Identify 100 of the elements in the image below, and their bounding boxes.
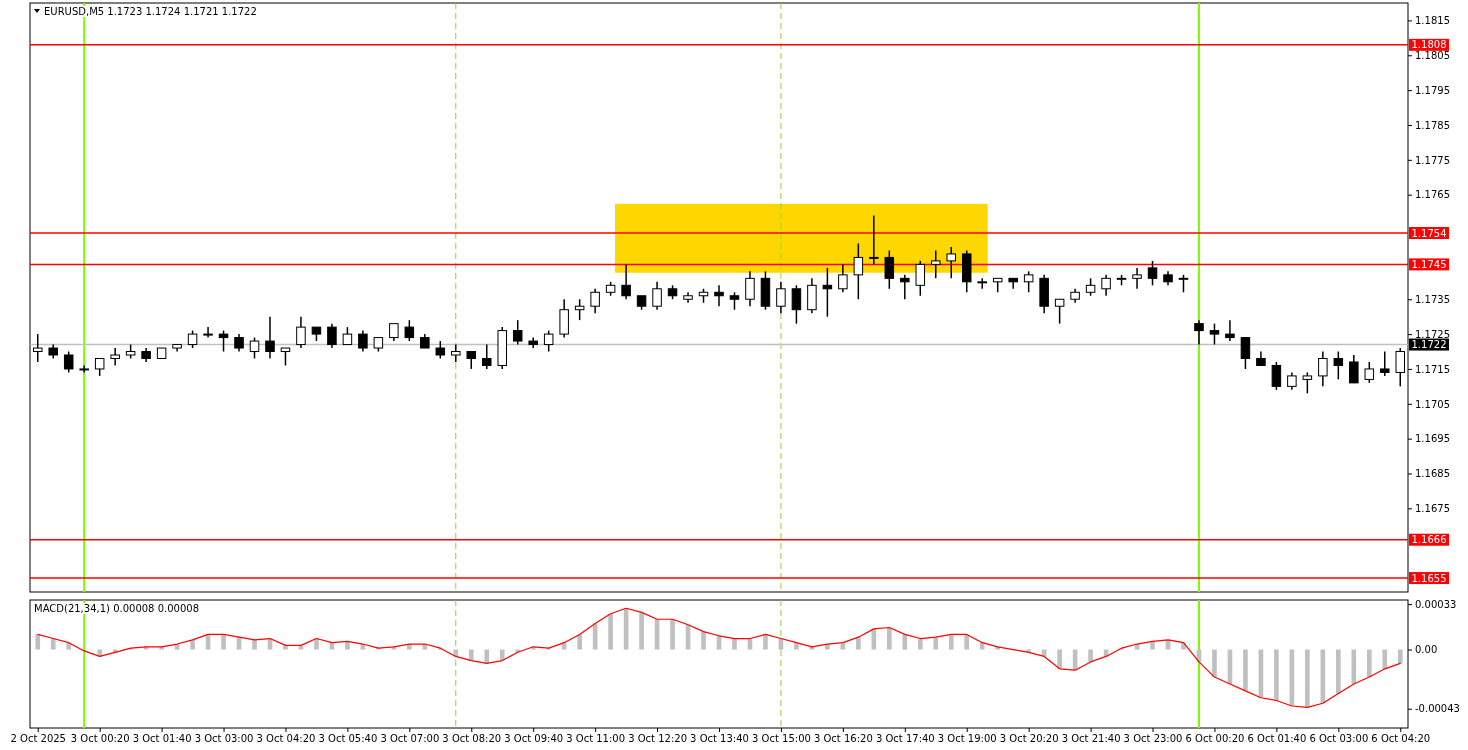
candlestick [621,263,631,300]
bar [701,631,706,650]
x-tick-label: 6 Oct 03:00 [1309,733,1369,745]
candlestick [853,242,864,300]
candlestick [822,267,833,318]
candlestick [884,249,895,290]
candlestick [265,315,275,360]
candlestick [249,336,260,360]
candlestick [512,319,523,346]
candlestick [590,288,600,314]
y-tick-label: 1.1805 [1415,49,1450,61]
bar [1243,649,1248,691]
x-tick-label: 3 Oct 03:00 [194,733,254,745]
x-tick-label: 3 Oct 21:40 [1061,733,1121,745]
y-tick-label: 1.1725 [1415,328,1450,340]
candlestick [482,343,492,370]
bar [577,634,582,650]
x-tick-label: 3 Oct 08:20 [442,733,502,745]
x-tick-label: 3 Oct 11:00 [566,733,626,745]
candlestick [714,284,724,307]
candlestick [791,284,802,325]
bar [933,637,939,650]
bar [1351,649,1357,684]
bar [1057,649,1062,669]
candlestick [1318,350,1328,388]
bar [1382,649,1388,669]
candlestick [977,277,987,290]
candlestick [63,350,74,374]
candlestick [1023,270,1034,294]
candlestick [451,343,461,363]
x-tick-label: 3 Oct 23:00 [1123,733,1183,745]
bar [1274,649,1279,701]
bar [608,613,613,650]
x-tick-label: 6 Oct 00:20 [1185,733,1245,745]
x-tick-label: 3 Oct 15:00 [752,733,811,745]
bar [639,612,644,650]
ref-line-label: 1.1666 [1411,534,1447,546]
candlestick [32,333,43,363]
x-tick-label: 3 Oct 12:20 [628,733,687,745]
candlestick [110,347,120,367]
ref-line-label: 1.1722 [1411,339,1447,351]
x-tick-label: 3 Oct 17:40 [875,733,935,745]
candlestick [1240,336,1251,370]
chart-title: EURUSD,M5 1.1723 1.1724 1.1721 1.1722 [44,6,257,17]
y-tick-label: -0.00043 [1415,703,1460,715]
bar [1305,649,1310,708]
y-tick-label: 1.1685 [1415,468,1450,480]
bar [809,646,815,650]
candlestick [1209,322,1220,346]
candlestick [1349,354,1359,384]
y-tick-label: 0.00033 [1415,598,1457,610]
bar [902,634,908,650]
bar [856,637,861,650]
x-tick-label: 3 Oct 16:20 [813,733,873,745]
candlestick [1054,298,1065,325]
y-tick-label: 1.1795 [1415,84,1450,96]
candlestick [838,263,848,294]
candlestick [404,319,415,342]
ref-line-label: 1.1655 [1411,572,1447,584]
bar [886,627,892,650]
candlestick [1101,274,1111,297]
chart-title: MACD(21,34,1) 0.00008 0.00008 [34,603,200,614]
y-tick-label: 1.1715 [1415,363,1450,375]
candlestick [1364,361,1375,384]
candlestick [358,329,368,353]
x-tick-label: 3 Oct 20:20 [999,733,1059,745]
candlestick [931,249,941,280]
x-tick-label: 6 Oct 04:20 [1371,733,1431,745]
bar [252,639,257,650]
x-tick-label: 3 Oct 00:20 [70,733,130,745]
candlestick [915,260,926,297]
bar [468,649,474,661]
candlestick [1194,319,1204,346]
x-tick-label: 3 Oct 01:40 [132,733,192,745]
y-tick-label: 1.1705 [1415,398,1450,410]
x-tick-label: 2 Oct 2025 [10,733,66,745]
y-tick-label: 1.1815 [1415,15,1450,27]
candlestick [1380,350,1390,377]
y-tick-label: 1.1695 [1415,433,1450,445]
ref-line-label: 1.1745 [1411,258,1447,270]
candlestick [1302,371,1313,395]
bar [1366,649,1372,678]
x-tick-label: 3 Oct 19:00 [937,733,997,745]
candlestick [574,298,585,321]
x-tick-label: 3 Oct 05:40 [318,733,378,745]
candlestick [946,246,956,280]
bar [763,634,768,650]
bar [732,638,737,650]
bar [159,646,164,650]
x-tick-label: 3 Oct 09:40 [504,733,564,745]
bar [948,634,954,650]
y-tick-label: 1.1735 [1415,293,1450,305]
x-tick-label: 3 Oct 07:00 [380,733,440,745]
y-tick-label: 1.1775 [1415,154,1450,166]
candlestick [652,281,662,311]
y-tick-label: 1.1675 [1415,503,1450,515]
x-tick-label: 3 Oct 13:40 [690,733,749,745]
y-tick-label: 0.00 [1415,644,1438,656]
candlestick [776,281,786,314]
bar [1212,649,1217,678]
